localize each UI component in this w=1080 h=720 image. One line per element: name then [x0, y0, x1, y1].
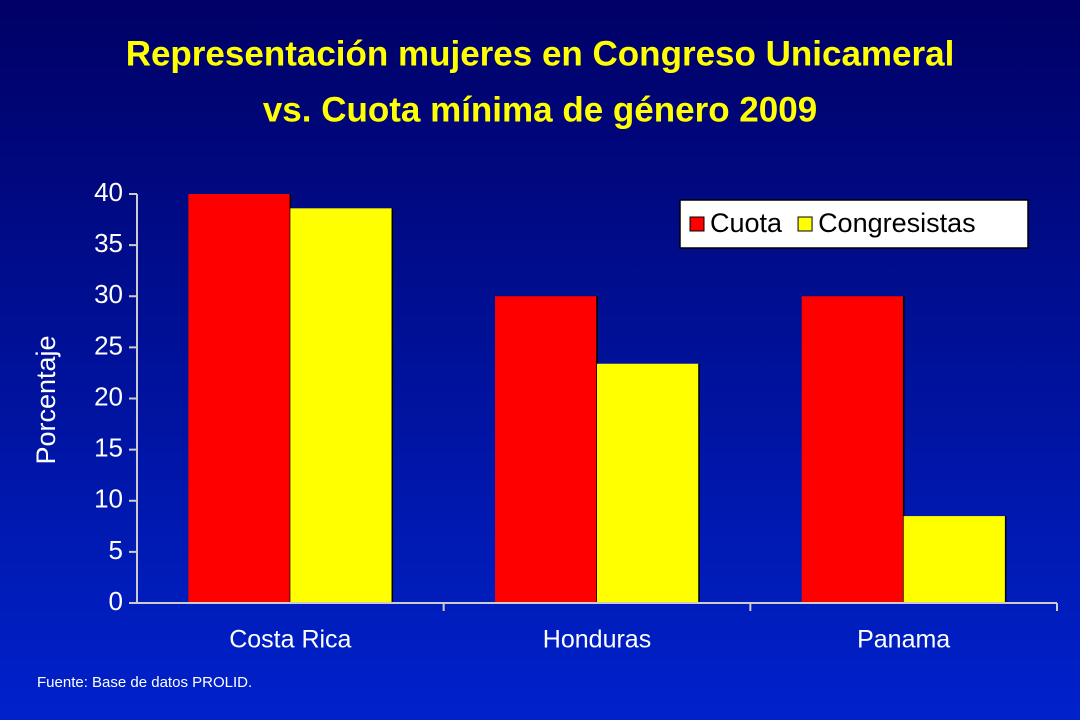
bar	[290, 208, 393, 603]
x-tick-label: Costa Rica	[229, 626, 351, 654]
legend-box	[679, 199, 1029, 249]
bar	[188, 194, 291, 603]
source-note: Fuente: Base de datos PROLID.	[37, 674, 252, 691]
y-tick-label: 10	[94, 484, 123, 514]
chart-title: vs. Cuota mínima de género 2009	[263, 90, 817, 129]
chart-title: Representación mujeres en Congreso Unica…	[126, 34, 955, 73]
bar	[495, 296, 597, 603]
legend-label: Cuota	[710, 208, 783, 238]
y-tick-label: 0	[109, 586, 123, 616]
x-tick-label: Honduras	[543, 626, 651, 654]
y-tick-label: 35	[94, 228, 123, 258]
y-tick-label: 40	[94, 177, 123, 207]
y-tick-label: 15	[94, 433, 123, 463]
y-tick-label: 25	[94, 330, 123, 360]
y-axis-label: Porcentaje	[31, 335, 61, 464]
legend-swatch	[797, 216, 813, 232]
bar	[801, 296, 904, 603]
legend-label: Congresistas	[818, 208, 976, 238]
x-tick-label: Panama	[857, 626, 950, 654]
bar	[597, 363, 699, 603]
y-tick-label: 30	[94, 279, 123, 309]
legend-swatch	[689, 216, 705, 232]
bar	[903, 516, 1006, 603]
y-tick-label: 5	[109, 535, 123, 565]
y-tick-label: 20	[94, 381, 123, 411]
